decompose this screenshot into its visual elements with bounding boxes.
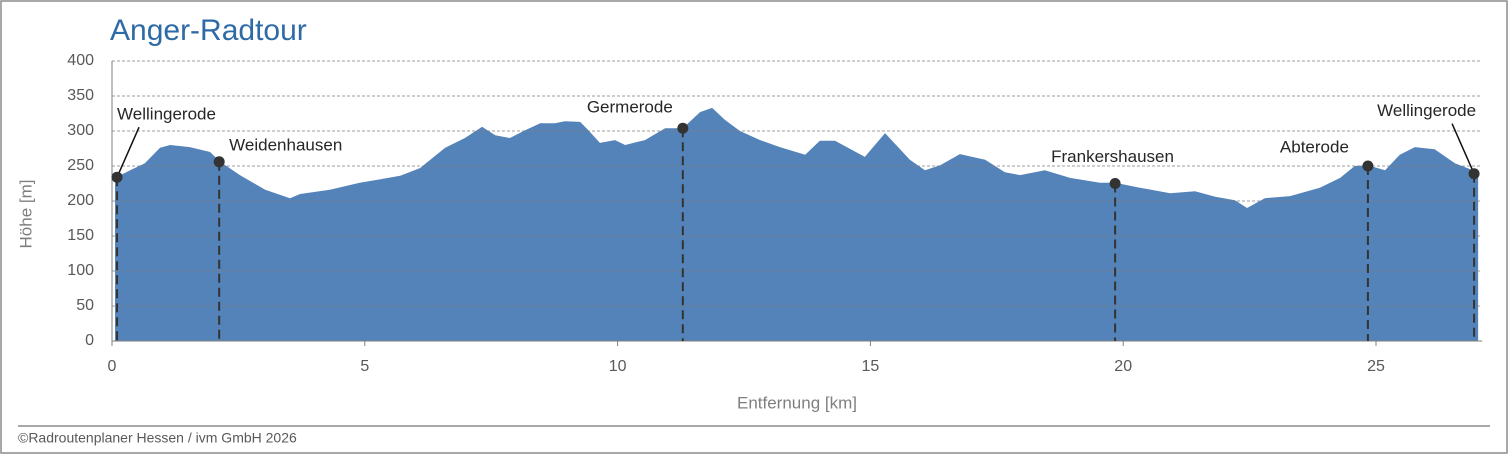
waypoint-label: Wellingerode <box>1377 101 1476 120</box>
waypoint-marker <box>111 171 123 183</box>
waypoint-label: Weidenhausen <box>229 135 342 154</box>
waypoint-marker <box>1109 178 1121 189</box>
waypoint-marker <box>677 122 689 134</box>
x-tick-label: 15 <box>862 358 880 375</box>
footer: ©Radroutenplaner Hessen / ivm GmbH 2026 <box>18 430 297 446</box>
y-tick-label: 150 <box>67 227 94 244</box>
y-tick-label: 300 <box>67 122 94 139</box>
chart-title: Anger-Radtour <box>110 14 307 47</box>
waypoint-leader <box>1451 123 1475 175</box>
y-tick-label: 100 <box>67 262 94 279</box>
x-tick-label: 25 <box>1367 358 1385 375</box>
x-tick-label: 0 <box>108 358 117 375</box>
x-tick-label: 20 <box>1114 358 1132 375</box>
waypoint-label: Wellingerode <box>117 105 216 124</box>
waypoint-marker <box>213 156 225 168</box>
waypoint-leader <box>116 126 140 178</box>
waypoint-marker <box>1362 160 1374 172</box>
waypoint-label: Abterode <box>1280 137 1349 156</box>
y-tick-label: 350 <box>67 87 94 104</box>
y-tick-label: 250 <box>67 157 94 174</box>
waypoint-label: Germerode <box>587 98 673 117</box>
x-tick-label: 5 <box>360 358 369 375</box>
y-tick-label: 400 <box>67 52 94 69</box>
waypoint-marker <box>1468 168 1480 180</box>
waypoint-label: Frankershausen <box>1051 147 1174 166</box>
y-axis-title: Höhe [m] <box>16 180 35 249</box>
y-tick-label: 50 <box>76 297 94 314</box>
elevation-area <box>115 107 1479 342</box>
y-tick-label: 0 <box>85 332 94 349</box>
x-tick-label: 10 <box>609 358 627 375</box>
y-tick-label: 200 <box>67 192 94 209</box>
x-axis-title: Entfernung [km] <box>737 393 857 412</box>
